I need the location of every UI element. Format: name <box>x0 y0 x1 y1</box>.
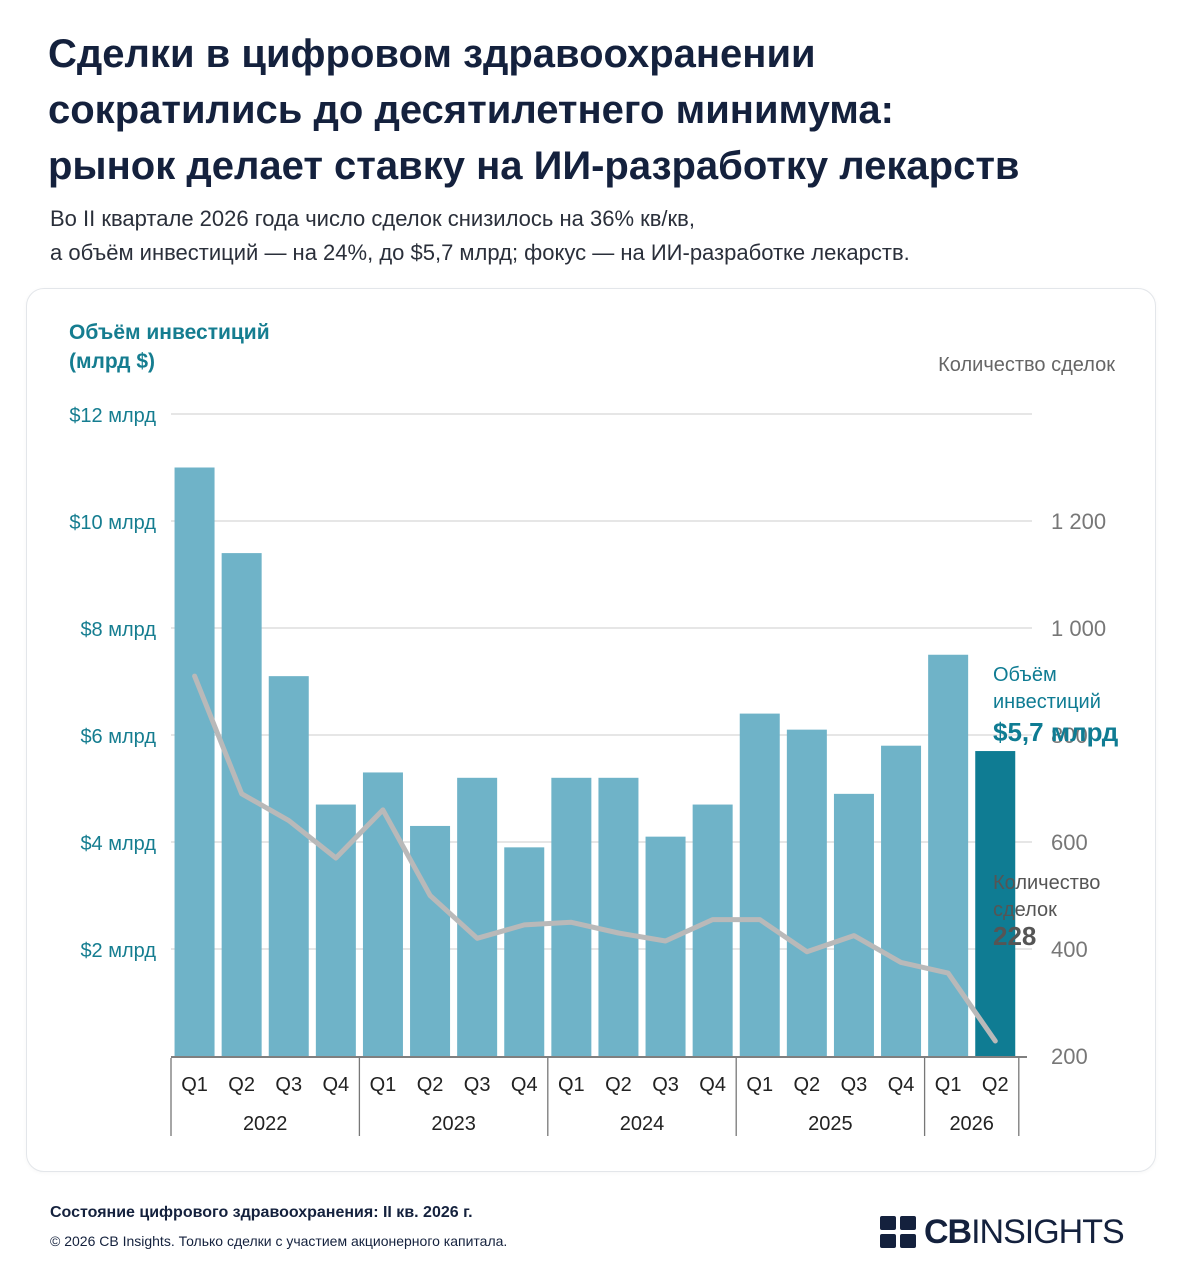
axis-labels: $2 млрд $4 млрд $6 млрд $8 млрд $10 млрд $12 … <box>69 321 1119 1135</box>
chart-card: $2 млрд $4 млрд $6 млрд $8 млрд $10 млрд $12 … <box>26 288 1156 1172</box>
title-line-1: Сделки в цифровом здравоохранении <box>48 32 816 76</box>
quarter-label: Q1 <box>935 1074 962 1096</box>
right-tick-label: 800 <box>1051 723 1088 748</box>
bar <box>362 772 403 1056</box>
bar <box>410 825 451 1056</box>
investment-annotation-value: $5,7 млрд <box>993 717 1119 747</box>
bar <box>786 729 827 1056</box>
chart-subtitle: Во II квартале 2026 года число сделок сн… <box>50 202 1150 270</box>
year-label: 2026 <box>949 1113 994 1135</box>
bar <box>739 713 780 1056</box>
quarter-label: Q4 <box>323 1074 350 1096</box>
axes <box>170 1056 1027 1136</box>
bar <box>268 676 309 1056</box>
right-tick-label: 1 200 <box>1051 509 1106 534</box>
bar <box>504 847 545 1056</box>
quarter-label: Q4 <box>888 1074 915 1096</box>
bar <box>598 777 639 1056</box>
left-tick-label: $12 млрд <box>69 405 156 427</box>
source-title: Состояние цифрового здравоохранения: II … <box>50 1204 473 1221</box>
deals-annotation-label: Количество <box>993 872 1100 894</box>
quarter-label: Q1 <box>370 1074 397 1096</box>
quarter-label: Q1 <box>558 1074 585 1096</box>
left-tick-label: $10 млрд <box>69 512 156 534</box>
bar-highlight <box>975 751 1016 1056</box>
bars <box>174 467 1016 1056</box>
bar <box>174 467 215 1056</box>
quarter-label: Q2 <box>982 1074 1009 1096</box>
quarter-label: Q2 <box>417 1074 444 1096</box>
quarter-label: Q1 <box>181 1074 208 1096</box>
bar <box>833 793 874 1056</box>
year-label: 2023 <box>431 1113 476 1135</box>
year-label: 2024 <box>620 1113 665 1135</box>
right-tick-label: 1 000 <box>1051 616 1106 641</box>
investment-annotation-label: инвестиций <box>993 691 1101 713</box>
quarter-label: Q1 <box>746 1074 773 1096</box>
quarter-label: Q3 <box>464 1074 491 1096</box>
bar <box>645 836 686 1056</box>
right-tick-label: 400 <box>1051 937 1088 962</box>
right-axis-title: Количество сделок <box>938 354 1115 376</box>
quarter-label: Q3 <box>275 1074 302 1096</box>
quarter-label: Q2 <box>605 1074 632 1096</box>
left-axis-title: Объём инвестиций <box>69 321 270 344</box>
logo-insights-text: INSIGHTS <box>971 1212 1125 1251</box>
chart-title: Сделки в цифровом здравоохранении сократ… <box>48 26 1148 194</box>
bar <box>692 804 733 1056</box>
quarter-label: Q3 <box>841 1074 868 1096</box>
title-line-2: сократились до десятилетнего минимума: <box>48 88 894 132</box>
subtitle-line-2: а объём инвестиций — на 24%, до $5,7 млр… <box>50 240 910 265</box>
deals-annotation-label: сделок <box>993 899 1057 921</box>
quarter-label: Q4 <box>511 1074 538 1096</box>
left-tick-label: $4 млрд <box>80 833 156 855</box>
quarter-label: Q2 <box>794 1074 821 1096</box>
copyright-note: © 2026 CB Insights. Только сделки с учас… <box>50 1233 508 1249</box>
right-tick-label: 600 <box>1051 830 1088 855</box>
quarter-label: Q2 <box>228 1074 255 1096</box>
title-line-3: рынок делает ставку на ИИ-разработку лек… <box>48 144 1020 188</box>
bar <box>457 777 498 1056</box>
cb-logo-icon <box>880 1216 916 1248</box>
left-tick-label: $8 млрд <box>80 619 156 641</box>
logo-cb-text: CB <box>924 1212 972 1251</box>
bar <box>221 553 262 1056</box>
investment-annotation-label: Объём <box>993 664 1057 686</box>
year-label: 2022 <box>243 1113 288 1135</box>
bar <box>881 745 922 1056</box>
left-tick-label: $2 млрд <box>80 940 156 962</box>
combo-chart: $2 млрд $4 млрд $6 млрд $8 млрд $10 млрд $12 … <box>69 321 1119 1136</box>
deal-count-series <box>192 673 998 1044</box>
subtitle-line-1: Во II квартале 2026 года число сделок сн… <box>50 206 695 231</box>
year-label: 2025 <box>808 1113 853 1135</box>
bar <box>551 777 592 1056</box>
deal-count-line <box>192 673 998 1044</box>
quarter-label: Q3 <box>652 1074 679 1096</box>
left-tick-label: $6 млрд <box>80 726 156 748</box>
cb-insights-logo: CB INSIGHTS <box>880 1212 1125 1252</box>
left-axis-title: (млрд $) <box>69 350 155 373</box>
right-tick-label: 200 <box>1051 1044 1088 1069</box>
quarter-label: Q4 <box>699 1074 726 1096</box>
deals-annotation-value: 228 <box>993 921 1036 951</box>
